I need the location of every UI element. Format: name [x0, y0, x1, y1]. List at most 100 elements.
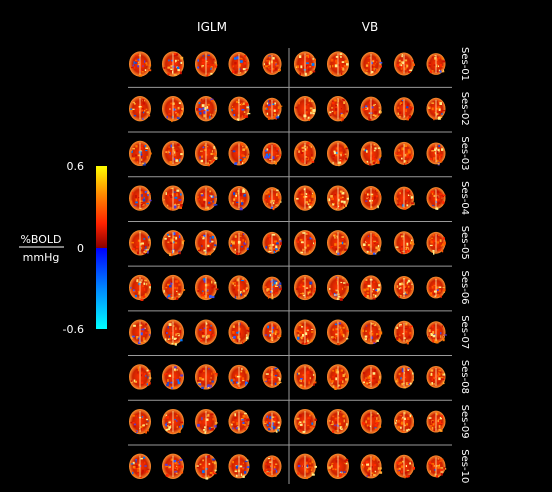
brain-slice — [394, 454, 415, 479]
brain-slice — [327, 319, 350, 346]
brain-slice — [162, 140, 184, 167]
brain-slice — [360, 409, 382, 434]
brain-slice — [360, 51, 383, 77]
brain-slice — [294, 51, 316, 77]
brain-slice — [262, 365, 282, 388]
brain-slice — [426, 365, 446, 388]
brain-slice — [394, 231, 415, 255]
session-label: Ses-06 — [459, 271, 470, 305]
brain-slice — [327, 230, 349, 256]
brain-slice — [195, 185, 218, 211]
brain-slice — [162, 51, 184, 77]
colorbar-unit-denominator: mmHg — [23, 251, 60, 264]
session-label: Ses-09 — [459, 405, 470, 439]
brain-slice — [426, 53, 446, 75]
brain-slice — [426, 142, 446, 166]
brain-slice — [162, 185, 184, 211]
brain-slice — [262, 142, 282, 165]
brain-slice — [327, 185, 349, 211]
brain-slice — [294, 319, 316, 345]
brain-slice — [195, 364, 218, 390]
brain-slice — [228, 454, 250, 479]
brain-slice — [195, 230, 217, 256]
brain-slice — [228, 96, 251, 121]
brain-slice — [228, 409, 250, 434]
brain-slice — [394, 52, 415, 76]
brain-slice — [327, 51, 349, 77]
brain-slice — [327, 96, 349, 122]
brain-slice — [195, 96, 217, 122]
brain-slice — [360, 186, 382, 211]
session-label: Ses-02 — [459, 92, 470, 126]
brain-slice — [162, 96, 184, 123]
brain-slice — [294, 230, 316, 256]
brain-slice — [228, 186, 250, 211]
brain-slice — [394, 276, 414, 299]
colorbar-max-label: 0.6 — [67, 160, 85, 173]
brain-slice — [129, 408, 151, 435]
brain-slice — [162, 274, 186, 301]
brain-slice — [262, 53, 282, 75]
brain-slice — [426, 276, 446, 299]
colorbar-min-label: -0.6 — [63, 323, 84, 336]
brain-slice — [162, 319, 184, 346]
brain-slice — [360, 364, 382, 389]
session-label: Ses-08 — [459, 360, 470, 394]
brain-slice — [129, 140, 152, 167]
brain-slice — [327, 140, 349, 167]
brain-slice — [426, 97, 446, 121]
brain-slice — [262, 410, 282, 433]
brain-slice — [129, 185, 152, 211]
brain-slice — [360, 141, 382, 166]
brain-slice — [294, 274, 316, 301]
brain-slice — [262, 321, 282, 344]
brain-slice — [426, 231, 446, 255]
brain-slice — [294, 96, 316, 122]
brain-slice — [394, 320, 414, 345]
brain-slice — [294, 364, 317, 390]
brain-slice — [394, 186, 415, 210]
brain-slice — [228, 364, 250, 389]
session-label: Ses-03 — [459, 136, 470, 170]
session-label: Ses-01 — [459, 47, 470, 81]
brain-slice — [294, 140, 316, 167]
brain-slice — [228, 320, 250, 345]
colorbar-negative — [96, 248, 107, 329]
brain-slice — [195, 274, 219, 301]
brain-slice — [195, 51, 218, 77]
brain-slice — [294, 408, 317, 435]
brain-slice — [228, 51, 250, 77]
brain-slice — [262, 97, 283, 120]
brain-slice — [327, 453, 349, 479]
brain-slice — [360, 96, 382, 121]
brain-slice — [162, 408, 184, 435]
brain-slice — [195, 408, 218, 435]
brain-slice — [129, 453, 151, 479]
brain-slice — [129, 230, 151, 256]
brain-slice — [360, 230, 382, 255]
brain-slice — [394, 410, 414, 434]
brain-slice-grid — [129, 51, 447, 480]
brain-slice — [394, 97, 414, 121]
brain-slice — [262, 231, 282, 254]
brain-slice — [228, 275, 250, 300]
brain-slice — [426, 187, 446, 210]
brain-slice — [195, 140, 218, 167]
session-label: Ses-04 — [459, 181, 470, 215]
brain-slice — [394, 365, 414, 389]
brain-slice — [262, 276, 282, 300]
brain-slice — [327, 274, 350, 301]
brain-slice — [426, 321, 447, 344]
session-labels: Ses-01 Ses-02 Ses-03 Ses-04 Ses-05 Ses-06 Ses-… — [459, 47, 470, 483]
brain-slice — [327, 408, 349, 435]
brain-slice — [162, 364, 184, 390]
colorbar-zero-label: 0 — [77, 242, 84, 255]
brain-slice — [426, 410, 446, 433]
brain-slice — [195, 453, 217, 480]
brain-slice — [162, 453, 184, 479]
brain-slice — [262, 455, 282, 478]
brain-slice — [426, 455, 447, 478]
colorbar-unit-numerator: %BOLD — [20, 233, 61, 246]
brain-slice — [294, 453, 317, 480]
